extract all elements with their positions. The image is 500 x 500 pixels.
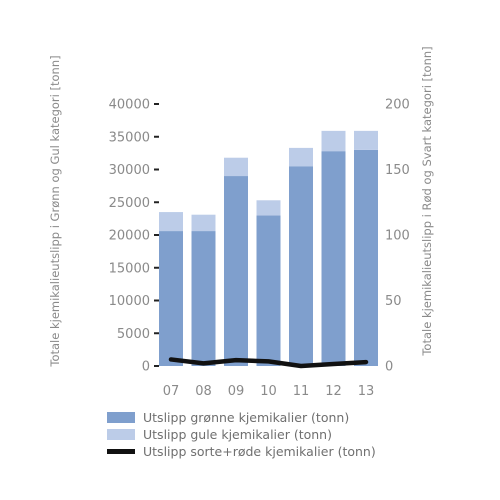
right-tick-label: 200	[385, 98, 410, 113]
legend-swatch-black-red	[107, 449, 135, 454]
right-tick-label: 0	[385, 360, 393, 375]
legend-label-yellow: Utslipp gule kjemikalier (tonn)	[143, 427, 332, 442]
left-tick-label: 0	[142, 360, 150, 375]
bar-yellow	[354, 130, 378, 150]
legend-label-green: Utslipp grønne kjemikalier (tonn)	[143, 410, 350, 425]
x-tick-label: 07	[163, 384, 180, 399]
right-tick-label: 50	[385, 294, 402, 309]
bar-yellow	[256, 200, 281, 216]
left-axis: 0 5000 10000 15000 20000 25000 30000 35000 40000	[109, 98, 159, 375]
bar-green	[224, 176, 248, 366]
left-tick-label: 30000	[109, 163, 150, 178]
left-axis-title: Totale kjemikalieutslipp i Grønn og Gul …	[48, 55, 62, 367]
x-tick-label: 12	[325, 384, 342, 399]
bar-green	[289, 166, 313, 366]
left-tick-label: 15000	[109, 261, 150, 276]
bar-green	[321, 151, 346, 366]
x-axis: 07 08 09 10 11 12 13	[163, 384, 375, 399]
bar-green	[159, 231, 183, 366]
left-tick-label: 35000	[109, 130, 150, 145]
x-tick-label: 11	[293, 384, 310, 399]
legend-item-green: Utslipp grønne kjemikalier (tonn)	[107, 409, 376, 426]
bar-green	[256, 215, 281, 366]
right-tick-label: 150	[385, 163, 410, 178]
bar-green	[191, 231, 216, 366]
left-tick-label: 25000	[109, 196, 150, 211]
left-tick-label: 40000	[109, 98, 150, 113]
bars	[159, 130, 378, 366]
legend-item-yellow: Utslipp gule kjemikalier (tonn)	[107, 426, 376, 443]
right-tick-label: 100	[385, 229, 410, 244]
x-tick-label: 09	[228, 384, 245, 399]
legend: Utslipp grønne kjemikalier (tonn) Utslip…	[107, 409, 376, 460]
right-axis-title: Totale kjemikalieutslipp i Rød og Svart …	[420, 46, 434, 356]
bar-yellow	[159, 212, 183, 232]
x-tick-label: 08	[195, 384, 212, 399]
legend-swatch-green	[107, 412, 135, 423]
bar-yellow	[289, 147, 313, 167]
x-tick-label: 10	[260, 384, 277, 399]
left-tick-label: 5000	[117, 327, 150, 342]
legend-label-black-red: Utslipp sorte+røde kjemikalier (tonn)	[143, 444, 376, 459]
line-black-red	[168, 357, 369, 369]
left-tick-label: 10000	[109, 294, 150, 309]
line-series	[168, 357, 369, 369]
right-axis: 0 50 100 150 200	[385, 98, 410, 375]
bar-yellow	[191, 214, 216, 232]
x-tick-label: 13	[358, 384, 375, 399]
bar-yellow	[224, 157, 248, 177]
legend-swatch-yellow	[107, 429, 135, 440]
bar-green	[354, 149, 378, 366]
legend-item-black-red: Utslipp sorte+røde kjemikalier (tonn)	[107, 443, 376, 460]
bar-yellow	[321, 130, 346, 152]
left-tick-label: 20000	[109, 229, 150, 244]
